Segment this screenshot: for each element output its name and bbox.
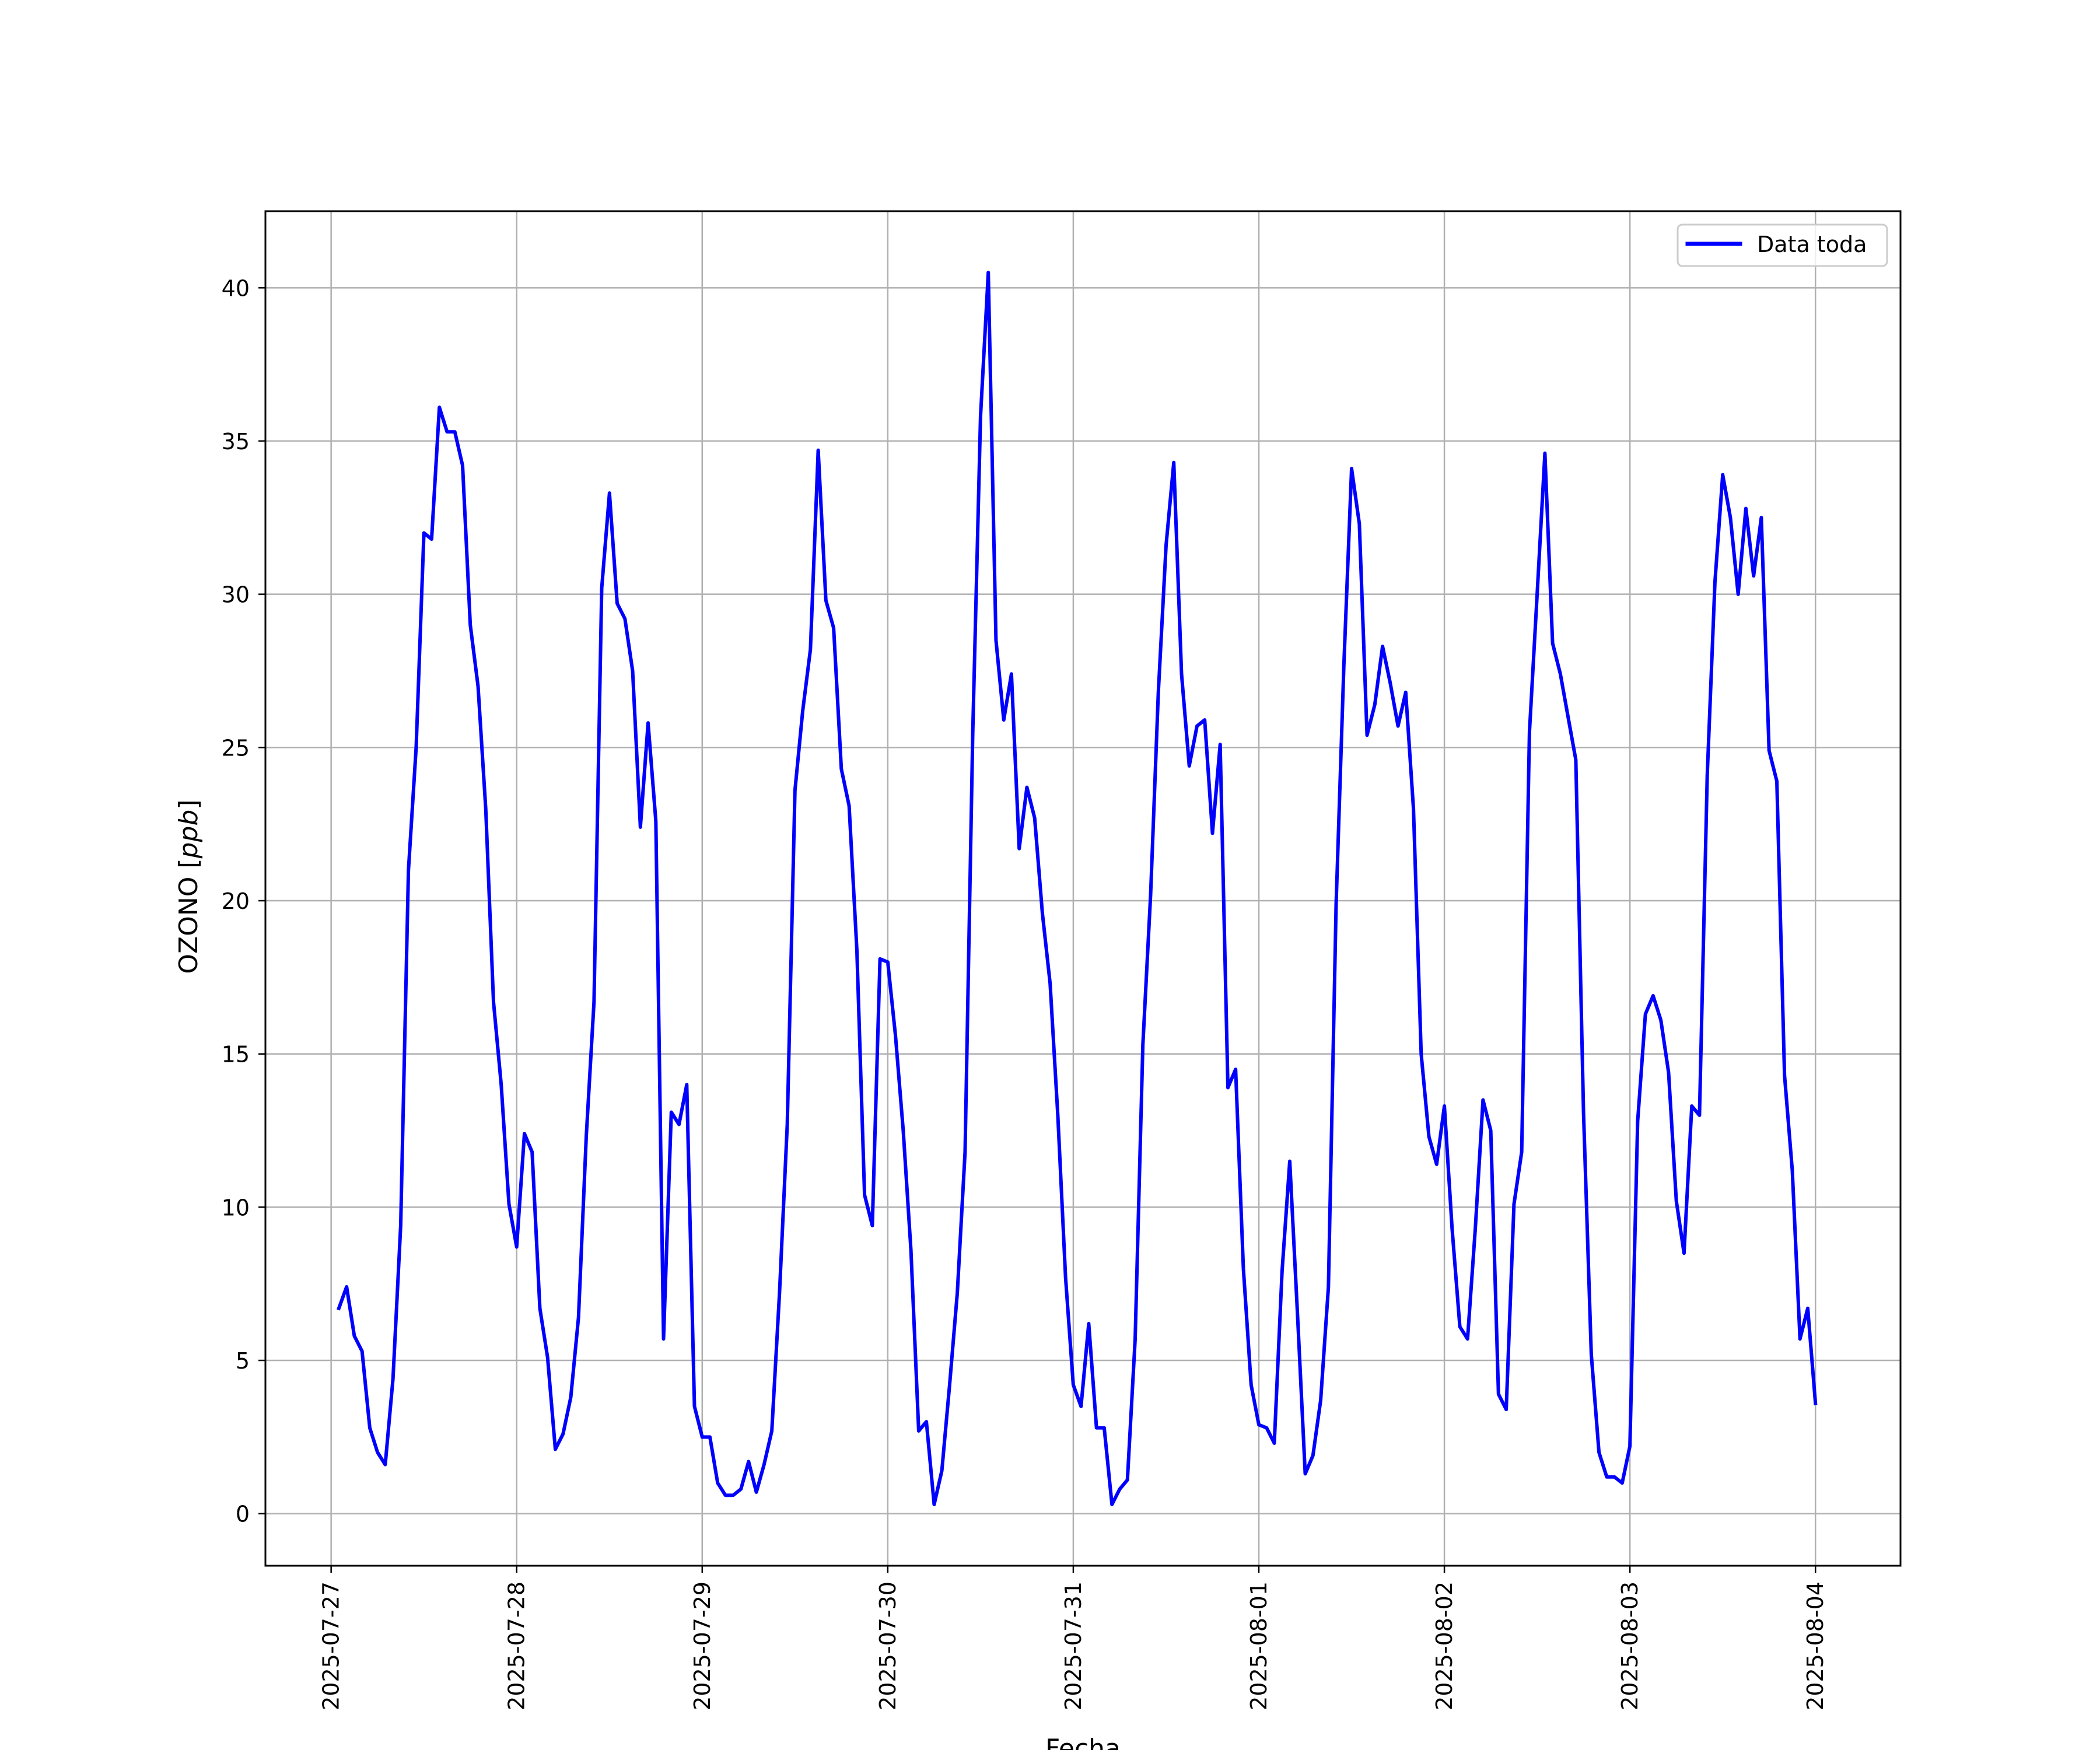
- series-layer: [337, 271, 1818, 1506]
- y-tick-label: 15: [222, 1042, 250, 1068]
- plot-area-frame: [264, 210, 1902, 1567]
- y-axis-label-close: ]: [174, 799, 204, 809]
- x-tick-label: 2025-07-28: [504, 1581, 530, 1710]
- series-line-data-toda: [337, 271, 1818, 1506]
- x-tick-label: 2025-08-03: [1617, 1581, 1643, 1710]
- y-tick-label: 10: [222, 1195, 250, 1220]
- legend-label-data-toda: Data toda: [1757, 232, 1867, 257]
- x-tick-label: 2025-07-29: [690, 1581, 715, 1710]
- legend: Data toda: [1676, 223, 1888, 267]
- y-tick-label: 0: [236, 1502, 250, 1527]
- x-tick-label: 2025-08-01: [1246, 1581, 1272, 1710]
- x-tick-label: 2025-07-30: [875, 1581, 901, 1710]
- x-tick-label: 2025-08-04: [1803, 1581, 1828, 1710]
- y-tick-label: 20: [222, 888, 250, 914]
- y-tick-label: 30: [222, 582, 250, 608]
- axis-ticks: 0 5 10 15 20 25 30 35 40 2025-07-27 2025-07-28 2025…: [222, 275, 1829, 1710]
- y-axis-label-main: OZONO [: [174, 858, 204, 974]
- y-axis-label-unit: ppb: [174, 810, 204, 859]
- x-tick-label: 2025-07-27: [318, 1581, 344, 1710]
- y-tick-label: 25: [222, 735, 250, 761]
- x-tick-label: 2025-08-02: [1432, 1581, 1457, 1710]
- y-tick-label: 40: [222, 275, 250, 301]
- x-tick-label: 2025-07-31: [1060, 1581, 1086, 1710]
- y-axis-label: OZONO [ppb]: [174, 799, 204, 974]
- legend-box: [1676, 223, 1888, 267]
- y-tick-label: 35: [222, 429, 250, 454]
- y-tick-label: 5: [236, 1348, 250, 1374]
- x-axis-label: Fecha: [1045, 1734, 1121, 1750]
- grid-lines: [265, 211, 1901, 1566]
